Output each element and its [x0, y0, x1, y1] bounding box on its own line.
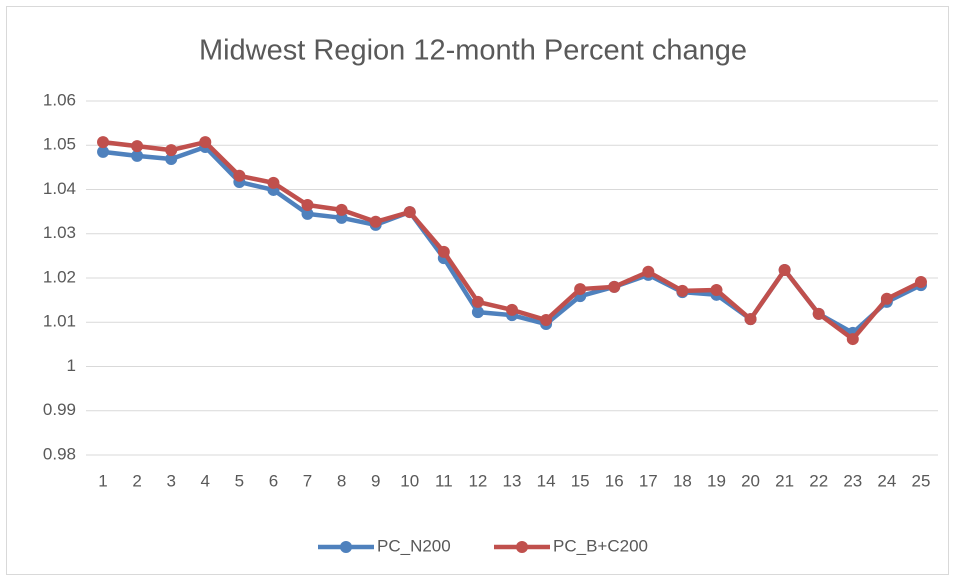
x-tick-label: 14 — [537, 471, 556, 490]
point — [880, 292, 893, 305]
point — [846, 333, 859, 346]
point — [914, 275, 927, 288]
point — [437, 245, 450, 258]
x-tick-label: 25 — [911, 471, 930, 490]
point — [267, 176, 280, 189]
legend-label: PC_B+C200 — [553, 536, 648, 555]
point — [710, 283, 723, 296]
legend-marker — [516, 541, 528, 553]
point — [335, 203, 348, 216]
x-tick-label: 16 — [605, 471, 624, 490]
point — [131, 149, 144, 162]
y-tick-label: 0.99 — [43, 400, 76, 419]
x-tick-label: 4 — [201, 471, 210, 490]
legend-label: PC_N200 — [377, 536, 451, 555]
point — [97, 136, 110, 149]
x-tick-label: 3 — [166, 471, 175, 490]
x-tick-label: 10 — [400, 471, 419, 490]
point — [471, 295, 484, 308]
x-tick-label: 24 — [877, 471, 896, 490]
x-tick-label: 12 — [468, 471, 487, 490]
x-tick-label: 8 — [337, 471, 346, 490]
x-tick-label: 1 — [98, 471, 107, 490]
y-tick-label: 1.04 — [43, 179, 76, 198]
point — [506, 303, 518, 316]
y-tick-label: 1.06 — [43, 90, 76, 109]
chart-title: Midwest Region 12-month Percent change — [199, 35, 747, 67]
point — [778, 264, 791, 277]
point — [676, 284, 689, 297]
point — [608, 280, 621, 293]
legend-marker — [340, 541, 352, 553]
x-tick-label: 17 — [639, 471, 658, 490]
point — [301, 198, 314, 211]
y-tick-label: 1.03 — [43, 223, 76, 242]
x-tick-label: 19 — [707, 471, 726, 490]
point — [369, 215, 382, 228]
x-tick-label: 11 — [435, 471, 453, 490]
x-tick-label: 20 — [741, 471, 760, 490]
point — [233, 169, 246, 182]
point — [812, 307, 825, 320]
y-tick-label: 1.01 — [43, 312, 76, 331]
x-tick-label: 18 — [673, 471, 692, 490]
point — [301, 207, 314, 220]
x-tick-label: 13 — [503, 471, 522, 490]
x-tick-label: 2 — [132, 471, 141, 490]
y-tick-label: 0.98 — [43, 444, 76, 463]
y-tick-label: 1.05 — [43, 135, 76, 154]
point — [199, 136, 212, 149]
x-tick-label: 15 — [571, 471, 590, 490]
point — [744, 313, 757, 326]
x-tick-label: 6 — [269, 471, 278, 490]
x-tick-label: 21 — [775, 471, 794, 490]
x-tick-label: 7 — [303, 471, 312, 490]
x-tick-label: 9 — [371, 471, 380, 490]
point — [165, 144, 178, 157]
point — [131, 140, 144, 153]
point — [642, 265, 655, 278]
point — [471, 306, 484, 319]
point — [540, 314, 553, 327]
x-tick-label: 22 — [809, 471, 828, 490]
point — [97, 145, 110, 158]
y-tick-label: 1.02 — [43, 267, 76, 286]
point — [165, 152, 178, 165]
x-tick-label: 23 — [843, 471, 862, 490]
y-tick-label: 1 — [67, 356, 76, 375]
point — [403, 206, 416, 219]
x-tick-label: 5 — [235, 471, 244, 490]
point — [574, 283, 587, 296]
